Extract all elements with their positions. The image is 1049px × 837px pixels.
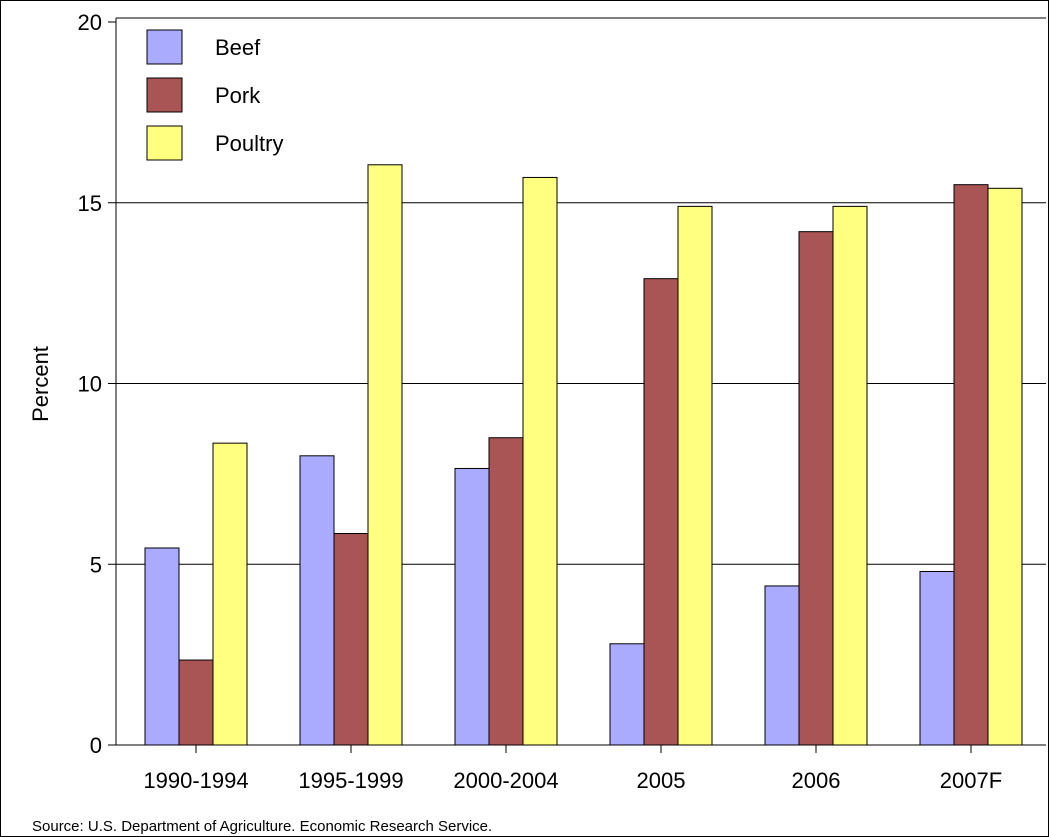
bar-poultry-1995-1999 — [367, 164, 403, 746]
x-tick-label: 1990-1994 — [143, 768, 248, 793]
x-tick-label: 2005 — [637, 768, 686, 793]
x-tick-label: 1995-1999 — [298, 768, 403, 793]
bar-poultry-2000-2004 — [522, 176, 558, 746]
bar-poultry-2007f — [987, 187, 1023, 746]
bar-pork-2007f — [953, 184, 989, 746]
legend: Beef Pork Poultry — [146, 29, 283, 161]
bar-pork-1990-1994 — [178, 659, 214, 746]
bar-poultry-2006 — [832, 205, 868, 746]
y-tick-label: 0 — [90, 733, 102, 758]
y-tick-label: 15 — [78, 191, 102, 216]
x-tick-label: 2007F — [940, 768, 1002, 793]
gridlines — [108, 21, 1046, 746]
source-note: Source: U.S. Department of Agriculture. … — [32, 818, 493, 835]
legend-label-poultry: Poultry — [215, 131, 283, 156]
y-axis-title: Percent — [28, 346, 53, 422]
bar-beef-2000-2004 — [454, 467, 490, 746]
y-tick-label: 10 — [78, 372, 102, 397]
legend-swatch-beef — [146, 29, 183, 65]
y-tick-labels: 0 5 10 15 20 — [78, 10, 102, 758]
legend-label-beef: Beef — [215, 35, 261, 60]
axes — [115, 17, 1046, 746]
bars — [144, 164, 1023, 746]
bar-poultry-1990-1994 — [212, 442, 248, 746]
y-tick-label: 20 — [78, 10, 102, 35]
legend-label-pork: Pork — [215, 83, 261, 108]
bar-beef-2007f — [919, 570, 955, 746]
bar-beef-1995-1999 — [299, 455, 335, 746]
legend-swatch-pork — [146, 77, 183, 113]
bar-poultry-2005 — [677, 205, 713, 746]
bar-pork-2006 — [798, 231, 834, 746]
bar-pork-1995-1999 — [333, 533, 369, 746]
x-tick-labels: 1990-1994 1995-1999 2000-2004 2005 2006 2007F — [143, 745, 1002, 793]
bar-pork-2005 — [643, 278, 679, 746]
x-tick-label: 2006 — [792, 768, 841, 793]
y-tick-label: 5 — [90, 552, 102, 577]
bar-beef-2005 — [609, 643, 645, 746]
x-tick-label: 2000-2004 — [453, 768, 558, 793]
bar-beef-2006 — [764, 585, 800, 746]
bar-beef-1990-1994 — [144, 547, 180, 746]
legend-swatch-poultry — [146, 125, 183, 161]
bar-pork-2000-2004 — [488, 437, 524, 746]
